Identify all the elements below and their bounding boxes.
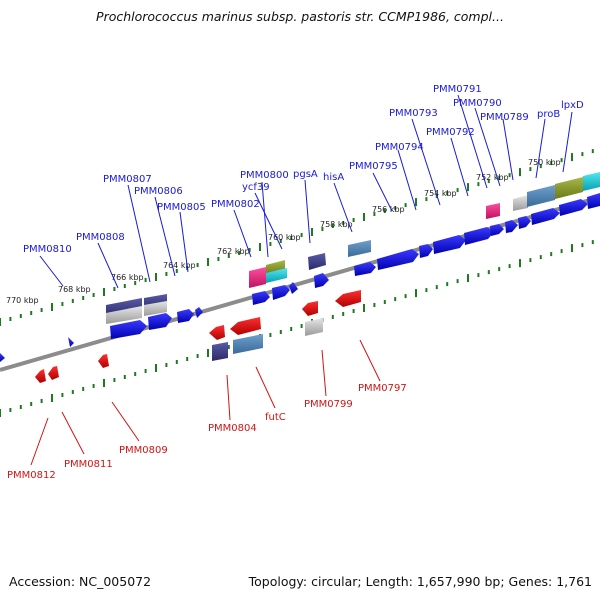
gene-label[interactable]: PMM0806 [134,186,183,197]
gene-arrow[interactable] [531,208,560,225]
feature-block-steel[interactable] [527,185,555,207]
gene-label[interactable]: lpxD [561,100,584,111]
gene-label[interactable]: PMM0800 [240,170,289,181]
feature-block-steel[interactable] [348,240,371,257]
gene-label[interactable]: PMM0792 [426,127,475,138]
feature-block-olive[interactable] [555,177,583,199]
forward-gene-labels: PMM0810 PMM0808 PMM0807 PMM0806 PMM0805 … [23,84,584,255]
kbp-label: 758 kbp [320,220,353,229]
kbp-label: 764 kbp [163,261,196,270]
gene-label[interactable]: PMM0797 [358,383,407,394]
gene-label[interactable]: PMM0795 [349,161,398,172]
reverse-leaders [30,339,381,466]
gene-label[interactable]: hisA [323,172,344,183]
gene-label[interactable]: PMM0805 [157,202,206,213]
gene-label[interactable]: pgsA [293,169,318,180]
feature-block-grey[interactable] [144,301,167,316]
gene-arrow[interactable] [0,353,5,362]
feature-block-grey[interactable] [305,318,323,336]
reverse-gene-labels: PMM0812 PMM0811 PMM0809 PMM0804 futC PMM… [7,383,407,481]
feature-block-magenta[interactable] [249,267,266,288]
feature-block-magenta[interactable] [486,203,500,219]
gene-arrow[interactable] [110,320,147,339]
gene-label[interactable]: ycf39 [242,182,270,193]
gene-label[interactable]: PMM0802 [211,199,260,210]
gene-arrow[interactable] [289,282,298,294]
feature-block-grey[interactable] [106,306,142,324]
forward-features [0,172,600,362]
gene-label[interactable]: PMM0810 [23,244,72,255]
gene-label[interactable]: PMM0794 [375,142,424,153]
kbp-label: 750 kbp [528,158,561,167]
gene-arrow[interactable] [354,262,376,276]
gene-arrow[interactable] [209,325,225,340]
gene-label[interactable]: PMM0808 [76,232,125,243]
gene-label[interactable]: PMM0791 [433,84,482,95]
gene-arrow[interactable] [518,216,531,229]
scale-track-lower [0,240,594,417]
gene-label[interactable]: PMM0789 [480,112,529,123]
gene-arrow[interactable] [177,309,194,323]
gene-arrow[interactable] [148,313,172,330]
reverse-features [35,290,361,383]
kbp-label: 752 kbp [476,173,509,182]
feature-block-cyan[interactable] [266,268,287,283]
gene-arrow[interactable] [35,369,46,383]
kbp-label: 754 kbp [424,189,457,198]
kbp-labels: 770 kbp 768 kbp 766 kbp 764 kbp 762 kbp … [6,158,561,305]
gene-arrow[interactable] [505,220,518,233]
gene-label[interactable]: PMM0804 [208,423,257,434]
kbp-label: 760 kbp [268,233,301,242]
forward-leaders [39,94,573,289]
gene-label[interactable]: proB [537,109,560,120]
gene-arrow[interactable] [48,366,59,380]
gene-arrow[interactable] [68,337,74,347]
gene-arrow[interactable] [230,317,261,335]
gene-arrow[interactable] [335,290,361,307]
feature-block-navy[interactable] [212,342,228,361]
gene-arrow[interactable] [314,273,329,288]
gene-label[interactable]: PMM0793 [389,108,438,119]
kbp-label: 756 kbp [372,205,405,214]
gene-arrow[interactable] [377,249,419,270]
gene-label[interactable]: PMM0807 [103,174,152,185]
topology-text: Topology: circular; Length: 1,657,990 bp… [248,574,592,589]
gene-label[interactable]: PMM0811 [64,459,113,470]
gene-label[interactable]: futC [265,412,286,423]
scale-track-upper [0,149,594,326]
gene-arrow[interactable] [490,224,504,236]
gene-arrow[interactable] [252,291,270,305]
gene-arrow[interactable] [464,227,494,245]
gene-label[interactable]: PMM0812 [7,470,56,481]
gene-label[interactable]: PMM0809 [119,445,168,456]
gene-label[interactable]: PMM0799 [304,399,353,410]
feature-block-navy[interactable] [308,253,326,270]
feature-block-grey[interactable] [513,195,528,211]
map-title: Prochlorococcus marinus subsp. pastoris … [96,9,504,24]
gene-arrow[interactable] [98,354,109,368]
gene-arrow[interactable] [587,193,600,209]
gene-arrow[interactable] [419,244,433,258]
kbp-label: 762 kbp [217,247,250,256]
kbp-label: 770 kbp [6,296,39,305]
gene-arrow[interactable] [302,301,318,316]
feature-block-steel[interactable] [233,334,263,354]
gene-arrow[interactable] [559,199,588,216]
gene-arrow[interactable] [433,235,466,254]
gene-label[interactable]: PMM0790 [453,98,502,109]
accession-text: Accession: NC_005072 [9,574,152,589]
kbp-label: 768 kbp [58,285,91,294]
gene-arrow[interactable] [195,307,203,318]
gene-arrow[interactable] [272,285,290,300]
feature-block-cyan[interactable] [583,172,600,191]
kbp-label: 766 kbp [111,273,144,282]
